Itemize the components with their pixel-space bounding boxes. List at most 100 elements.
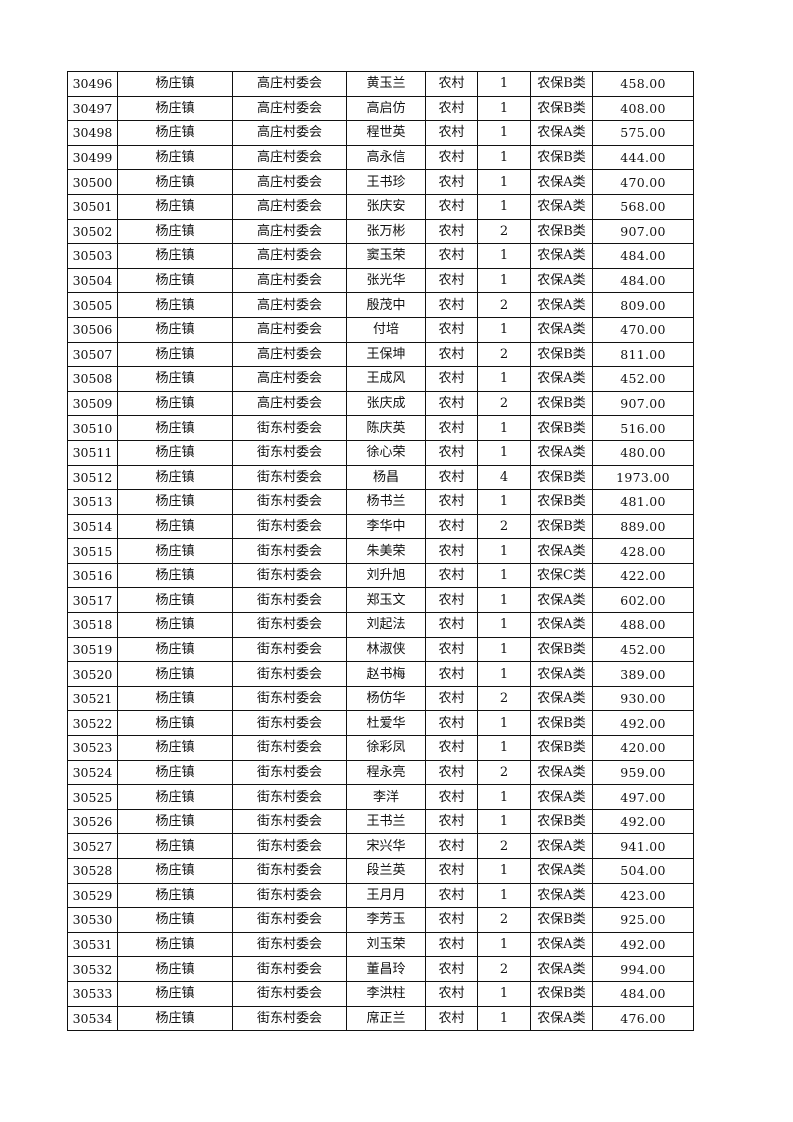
- member-count-cell: 2: [477, 907, 531, 933]
- name-cell: 王书珍: [346, 169, 426, 195]
- insurance-category-cell: 农保B类: [530, 636, 593, 663]
- record-id-cell: 30505: [67, 292, 118, 318]
- member-count-cell: 2: [477, 341, 531, 368]
- member-count-cell: 1: [477, 538, 531, 564]
- amount-cell: 941.00: [592, 833, 694, 859]
- village-committee-cell: 街东村委会: [232, 858, 347, 884]
- member-count-cell: 1: [477, 661, 531, 687]
- insurance-category-cell: 农保A类: [530, 858, 593, 884]
- amount-cell: 470.00: [592, 169, 694, 195]
- name-cell: 李芳玉: [346, 907, 426, 933]
- insurance-category-cell: 农保A类: [530, 833, 593, 859]
- name-cell: 郑玉文: [346, 587, 426, 614]
- record-id-cell: 30528: [67, 858, 118, 884]
- household-type-cell: 农村: [425, 415, 478, 441]
- insurance-category-cell: 农保A类: [530, 612, 593, 638]
- insurance-category-cell: 农保A类: [530, 169, 593, 195]
- town-cell: 杨庄镇: [117, 366, 233, 392]
- table-row: 30497 杨庄镇 高庄村委会 高启仿 农村 1 农保B类 408.00: [67, 95, 694, 122]
- amount-cell: 504.00: [592, 858, 694, 884]
- name-cell: 刘升旭: [346, 562, 426, 589]
- insurance-category-cell: 农保C类: [530, 562, 593, 589]
- record-id-cell: 30497: [67, 95, 118, 122]
- town-cell: 杨庄镇: [117, 415, 233, 441]
- member-count-cell: 2: [477, 292, 531, 318]
- insurance-category-cell: 农保A类: [530, 316, 593, 343]
- household-type-cell: 农村: [425, 144, 478, 171]
- household-type-cell: 农村: [425, 858, 478, 884]
- insurance-category-cell: 农保B类: [530, 513, 593, 540]
- household-type-cell: 农村: [425, 759, 478, 786]
- insurance-category-cell: 农保A类: [530, 759, 593, 786]
- member-count-cell: 1: [477, 193, 531, 220]
- household-type-cell: 农村: [425, 464, 478, 491]
- name-cell: 董昌玲: [346, 956, 426, 982]
- name-cell: 王书兰: [346, 808, 426, 835]
- insurance-category-cell: 农保A类: [530, 120, 593, 146]
- name-cell: 李洋: [346, 784, 426, 810]
- amount-cell: 422.00: [592, 562, 694, 589]
- village-committee-cell: 街东村委会: [232, 882, 347, 909]
- town-cell: 杨庄镇: [117, 292, 233, 318]
- amount-cell: 492.00: [592, 710, 694, 737]
- town-cell: 杨庄镇: [117, 439, 233, 466]
- town-cell: 杨庄镇: [117, 636, 233, 663]
- village-committee-cell: 街东村委会: [232, 980, 347, 1007]
- record-id-cell: 30527: [67, 833, 118, 859]
- amount-cell: 602.00: [592, 587, 694, 614]
- table-row: 30499 杨庄镇 高庄村委会 高永信 农村 1 农保B类 444.00: [67, 144, 694, 171]
- member-count-cell: 1: [477, 439, 531, 466]
- table-row: 30510 杨庄镇 街东村委会 陈庆英 农村 1 农保B类 516.00: [67, 415, 694, 441]
- record-id-cell: 30523: [67, 735, 118, 761]
- household-type-cell: 农村: [425, 439, 478, 466]
- table-row: 30508 杨庄镇 高庄村委会 王成风 农村 1 农保A类 452.00: [67, 366, 694, 392]
- member-count-cell: 1: [477, 980, 531, 1007]
- name-cell: 程世英: [346, 120, 426, 146]
- member-count-cell: 1: [477, 366, 531, 392]
- name-cell: 陈庆英: [346, 415, 426, 441]
- insurance-category-cell: 农保B类: [530, 341, 593, 368]
- table-row: 30516 杨庄镇 街东村委会 刘升旭 农村 1 农保C类 422.00: [67, 562, 694, 589]
- name-cell: 席正兰: [346, 1005, 426, 1032]
- insurance-category-cell: 农保A类: [530, 193, 593, 220]
- insurance-category-cell: 农保B类: [530, 144, 593, 171]
- town-cell: 杨庄镇: [117, 562, 233, 589]
- village-committee-cell: 高庄村委会: [232, 71, 347, 97]
- record-id-cell: 30529: [67, 882, 118, 909]
- household-type-cell: 农村: [425, 243, 478, 269]
- record-id-cell: 30498: [67, 120, 118, 146]
- household-type-cell: 农村: [425, 612, 478, 638]
- amount-cell: 492.00: [592, 808, 694, 835]
- town-cell: 杨庄镇: [117, 464, 233, 491]
- table-row: 30523 杨庄镇 街东村委会 徐彩凤 农村 1 农保B类 420.00: [67, 735, 694, 761]
- name-cell: 张光华: [346, 267, 426, 294]
- household-type-cell: 农村: [425, 193, 478, 220]
- member-count-cell: 1: [477, 858, 531, 884]
- village-committee-cell: 街东村委会: [232, 907, 347, 933]
- village-committee-cell: 街东村委会: [232, 808, 347, 835]
- town-cell: 杨庄镇: [117, 833, 233, 859]
- insurance-category-cell: 农保A类: [530, 267, 593, 294]
- record-id-cell: 30496: [67, 71, 118, 97]
- name-cell: 朱美荣: [346, 538, 426, 564]
- name-cell: 杨昌: [346, 464, 426, 491]
- member-count-cell: 1: [477, 1005, 531, 1032]
- amount-cell: 484.00: [592, 243, 694, 269]
- town-cell: 杨庄镇: [117, 144, 233, 171]
- member-count-cell: 1: [477, 267, 531, 294]
- member-count-cell: 1: [477, 808, 531, 835]
- village-committee-cell: 高庄村委会: [232, 316, 347, 343]
- insurance-category-cell: 农保A类: [530, 439, 593, 466]
- table-row: 30524 杨庄镇 街东村委会 程永亮 农村 2 农保A类 959.00: [67, 759, 694, 786]
- table-row: 30509 杨庄镇 高庄村委会 张庆成 农村 2 农保B类 907.00: [67, 390, 694, 417]
- record-id-cell: 30504: [67, 267, 118, 294]
- record-id-cell: 30507: [67, 341, 118, 368]
- record-id-cell: 30500: [67, 169, 118, 195]
- name-cell: 张庆成: [346, 390, 426, 417]
- household-type-cell: 农村: [425, 366, 478, 392]
- amount-cell: 930.00: [592, 685, 694, 712]
- village-committee-cell: 高庄村委会: [232, 243, 347, 269]
- town-cell: 杨庄镇: [117, 71, 233, 97]
- amount-cell: 481.00: [592, 489, 694, 515]
- member-count-cell: 1: [477, 931, 531, 958]
